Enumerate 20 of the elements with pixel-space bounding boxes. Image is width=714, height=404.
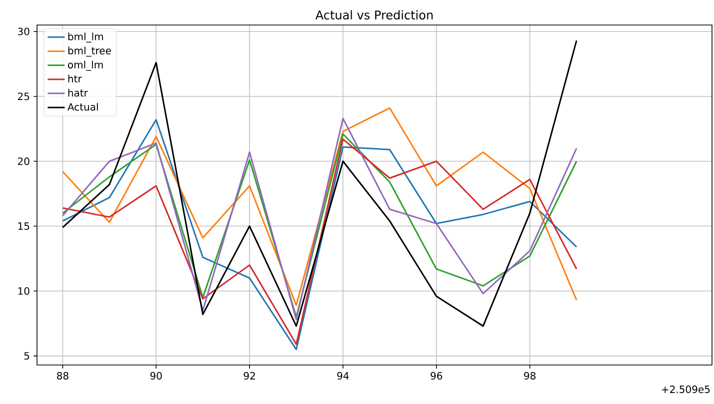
y-tick-label: 25 <box>18 92 30 100</box>
legend-label: bml_tree <box>68 46 111 57</box>
legend-label: bml_lm <box>68 32 103 43</box>
x-tick-label: 98 <box>524 372 536 380</box>
legend-label: oml_lm <box>68 60 103 71</box>
x-tick-label: 88 <box>57 372 68 380</box>
legend-label: Actual <box>68 102 98 111</box>
y-tick-label: 5 <box>24 352 30 360</box>
x-tick-label: 92 <box>244 372 255 380</box>
text: +2.509e5 <box>662 386 710 394</box>
legend-label: htr <box>68 74 82 82</box>
x-tick-label: 90 <box>150 372 162 380</box>
y-tick-label: 30 <box>18 28 30 36</box>
x-tick-label: 94 <box>337 372 349 380</box>
legend-label: hatr <box>68 88 88 97</box>
chart-title: Actual vs Prediction <box>316 10 433 20</box>
y-tick-label: 15 <box>18 222 30 230</box>
x-tick-label: 96 <box>430 372 442 380</box>
y-tick-label: 10 <box>18 287 30 295</box>
y-tick-label: 20 <box>18 157 30 166</box>
